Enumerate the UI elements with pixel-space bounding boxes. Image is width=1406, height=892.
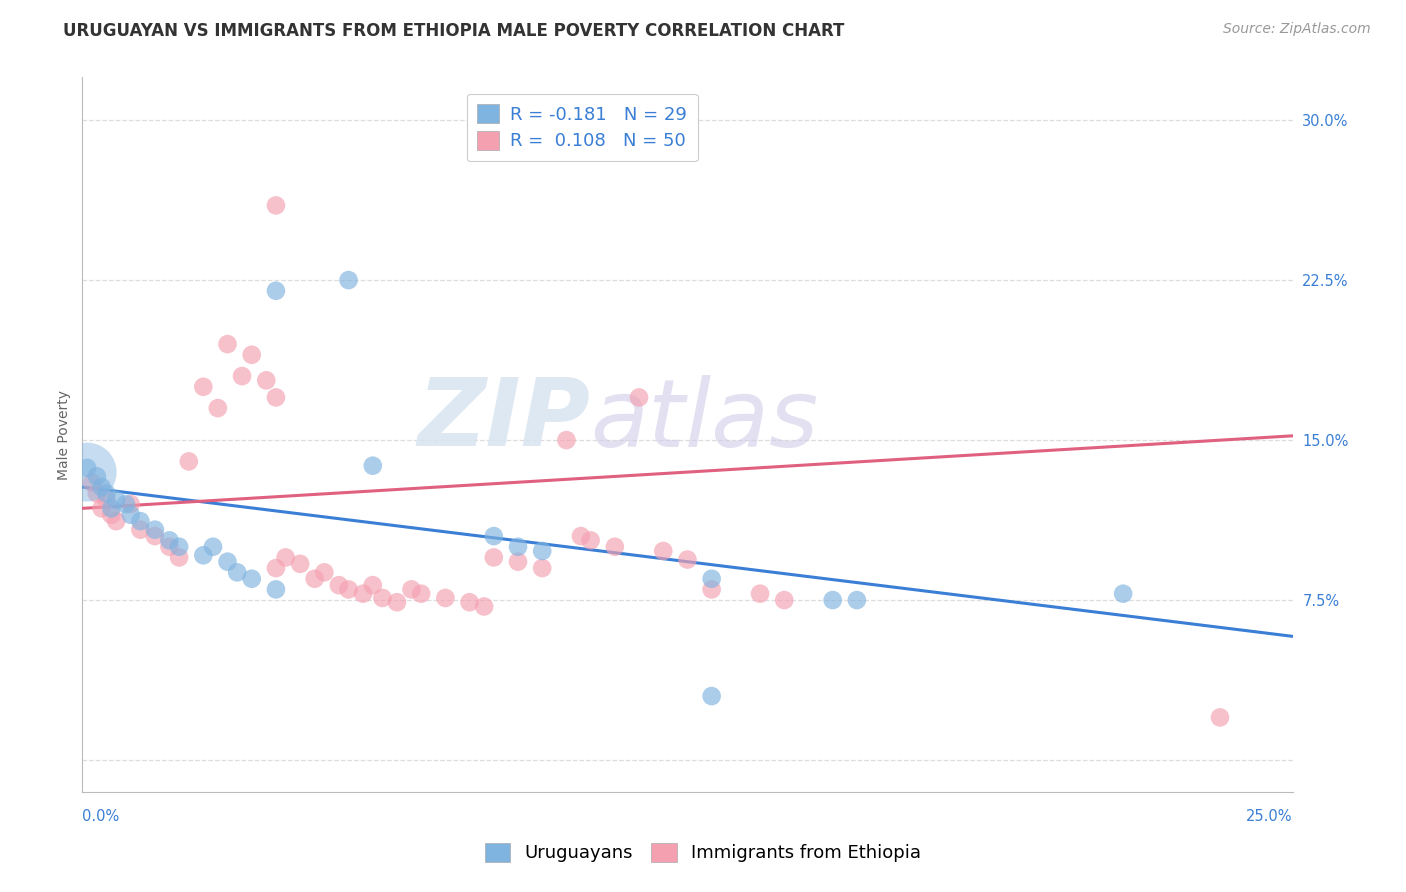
- Point: [177, 454, 200, 468]
- Point: [700, 689, 723, 703]
- Point: [652, 544, 675, 558]
- Point: [361, 458, 384, 473]
- Point: [472, 599, 495, 614]
- Point: [100, 508, 122, 522]
- Point: [700, 582, 723, 597]
- Point: [385, 595, 408, 609]
- Text: 25.0%: 25.0%: [1246, 809, 1292, 824]
- Point: [96, 486, 118, 500]
- Point: [129, 514, 152, 528]
- Point: [193, 549, 215, 563]
- Point: [143, 523, 166, 537]
- Text: Source: ZipAtlas.com: Source: ZipAtlas.com: [1223, 22, 1371, 37]
- Text: URUGUAYAN VS IMMIGRANTS FROM ETHIOPIA MALE POVERTY CORRELATION CHART: URUGUAYAN VS IMMIGRANTS FROM ETHIOPIA MA…: [63, 22, 845, 40]
- Point: [193, 380, 215, 394]
- Point: [482, 550, 505, 565]
- Text: atlas: atlas: [591, 375, 818, 466]
- Point: [569, 529, 592, 543]
- Point: [80, 475, 103, 490]
- Point: [773, 593, 796, 607]
- Point: [676, 552, 699, 566]
- Point: [314, 566, 336, 580]
- Point: [264, 391, 287, 405]
- Point: [337, 582, 360, 597]
- Point: [100, 501, 122, 516]
- Point: [240, 348, 263, 362]
- Point: [328, 578, 350, 592]
- Point: [201, 540, 224, 554]
- Point: [217, 555, 239, 569]
- Point: [167, 550, 190, 565]
- Point: [845, 593, 868, 607]
- Legend: Uruguayans, Immigrants from Ethiopia: Uruguayans, Immigrants from Ethiopia: [478, 836, 928, 870]
- Point: [821, 593, 844, 607]
- Point: [288, 557, 311, 571]
- Y-axis label: Male Poverty: Male Poverty: [58, 390, 72, 480]
- Point: [120, 508, 142, 522]
- Text: ZIP: ZIP: [418, 375, 591, 467]
- Point: [115, 497, 138, 511]
- Point: [159, 540, 181, 554]
- Point: [749, 587, 772, 601]
- Point: [217, 337, 239, 351]
- Point: [555, 433, 578, 447]
- Point: [264, 561, 287, 575]
- Text: 0.0%: 0.0%: [83, 809, 120, 824]
- Point: [90, 480, 112, 494]
- Point: [506, 555, 529, 569]
- Point: [96, 492, 118, 507]
- Point: [361, 578, 384, 592]
- Point: [352, 587, 374, 601]
- Point: [700, 572, 723, 586]
- Point: [143, 529, 166, 543]
- Point: [120, 497, 142, 511]
- Point: [506, 540, 529, 554]
- Point: [240, 572, 263, 586]
- Point: [371, 591, 394, 605]
- Point: [1112, 587, 1135, 601]
- Point: [105, 514, 128, 528]
- Point: [531, 544, 554, 558]
- Point: [458, 595, 481, 609]
- Point: [264, 284, 287, 298]
- Point: [1209, 710, 1232, 724]
- Point: [231, 369, 253, 384]
- Point: [90, 501, 112, 516]
- Point: [105, 492, 128, 507]
- Legend: R = -0.181   N = 29, R =  0.108   N = 50: R = -0.181 N = 29, R = 0.108 N = 50: [467, 94, 697, 161]
- Point: [579, 533, 602, 548]
- Point: [531, 561, 554, 575]
- Point: [167, 540, 190, 554]
- Point: [411, 587, 433, 601]
- Point: [628, 391, 651, 405]
- Point: [86, 469, 108, 483]
- Point: [337, 273, 360, 287]
- Point: [226, 566, 249, 580]
- Point: [264, 198, 287, 212]
- Point: [482, 529, 505, 543]
- Point: [401, 582, 423, 597]
- Point: [603, 540, 626, 554]
- Point: [434, 591, 457, 605]
- Point: [207, 401, 229, 416]
- Point: [264, 582, 287, 597]
- Point: [76, 465, 98, 479]
- Point: [76, 460, 98, 475]
- Point: [86, 486, 108, 500]
- Point: [254, 373, 277, 387]
- Point: [304, 572, 326, 586]
- Point: [159, 533, 181, 548]
- Point: [274, 550, 297, 565]
- Point: [129, 523, 152, 537]
